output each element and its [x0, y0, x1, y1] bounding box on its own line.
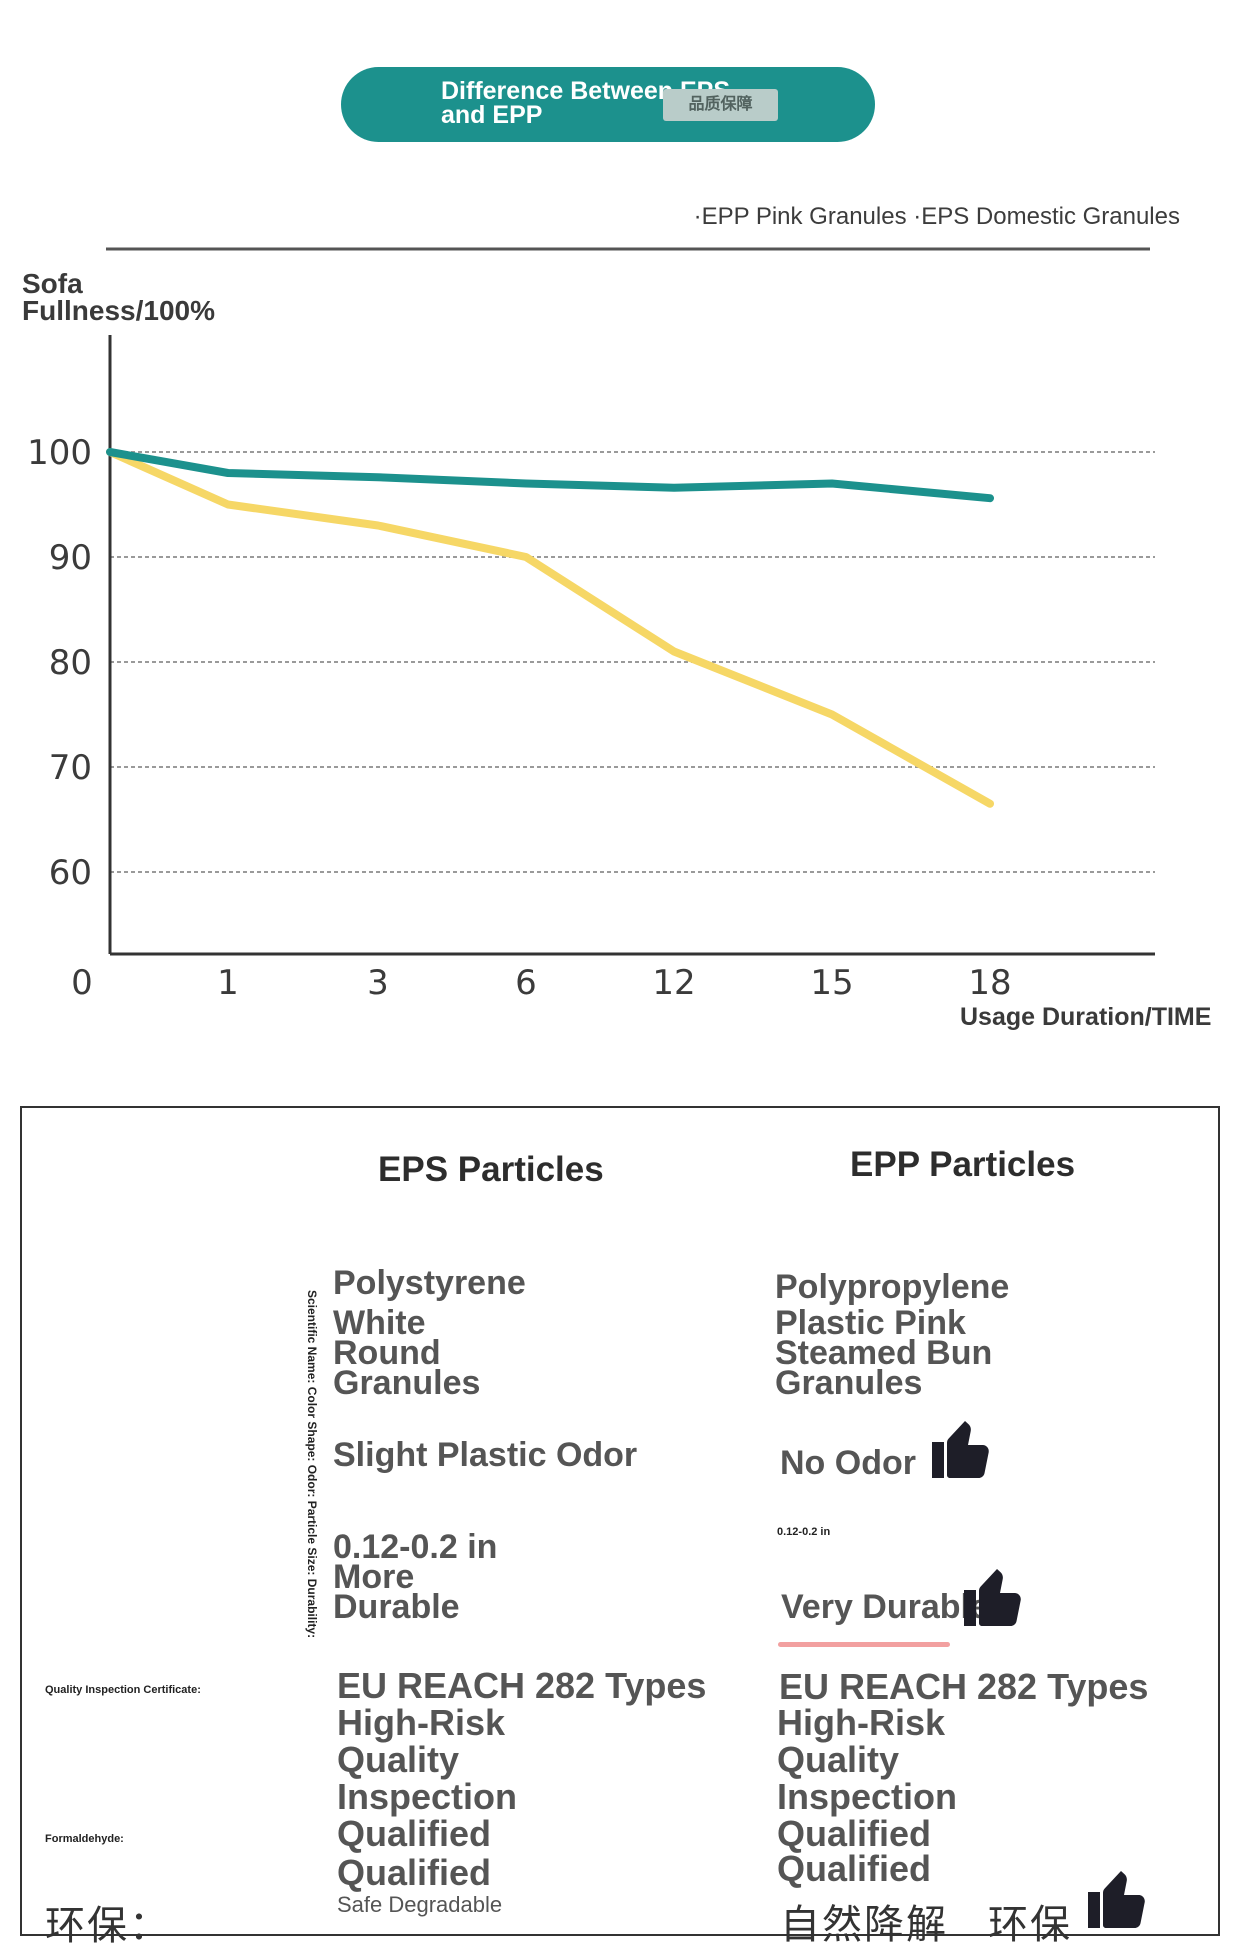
eps-size-durability: 0.12-0.2 in More Durable	[333, 1528, 498, 1626]
thumbs-up-icon	[1082, 1862, 1154, 1939]
x-tick-labels: 0 1 3 6 12 15 18	[71, 963, 1011, 1003]
eps-eco: Safe Degradable	[337, 1892, 503, 1917]
grid-lines	[110, 451, 1155, 873]
x-axis-label: Usage Duration/TIME	[960, 1003, 1212, 1031]
y-tick-labels: 100 90 80 70 60	[27, 433, 92, 893]
series-line	[106, 448, 994, 808]
line-chart: 100 90 80 70 60 0 1 3 6 12 15 18	[27, 247, 1155, 1003]
eps-color-shape: White Round Granules	[333, 1304, 481, 1402]
y-tick-label: 100	[27, 433, 92, 473]
x-tick-label: 3	[367, 963, 389, 1003]
x-tick-label: 12	[652, 963, 695, 1003]
epp-formaldehyde: Qualified	[777, 1848, 932, 1889]
quality-stamp: 品质保障	[663, 89, 778, 121]
epp-quality: EU REACH 282 Types	[779, 1666, 1149, 1707]
epp-eco: 环保	[988, 1903, 1072, 1947]
epp-particle-size: 0.12-0.2 in	[777, 1526, 831, 1538]
eps-quality-detail: High-Risk Quality Inspection Qualified	[337, 1702, 518, 1854]
eps-column-header: EPS Particles	[378, 1150, 604, 1189]
y-tick-label: 80	[49, 643, 92, 683]
y-tick-label: 70	[49, 748, 92, 788]
y-axis-label: Sofa Fullness/100%	[22, 268, 215, 326]
title-banner: Difference Between EPS and EPP 品质保障	[341, 67, 875, 142]
formaldehyde-row-label: Formaldehyde:	[45, 1833, 124, 1845]
x-tick-label: 6	[515, 963, 537, 1003]
highlight-underline	[778, 1642, 950, 1647]
thumbs-up-icon	[926, 1412, 998, 1489]
eco-row-label: 环保：	[45, 1904, 171, 1948]
axes	[108, 335, 1155, 956]
x-tick-label: 1	[217, 963, 239, 1003]
thumbs-up-icon	[958, 1560, 1030, 1637]
eps-quality: EU REACH 282 Types	[337, 1665, 707, 1706]
epp-color-shape: Plastic Pink Steamed Bun Granules	[775, 1304, 993, 1402]
epp-scientific-name: Polypropylene	[775, 1268, 1010, 1306]
epp-quality-detail: High-Risk Quality Inspection Qualified	[777, 1702, 958, 1854]
x-tick-label: 0	[71, 963, 93, 1003]
series-lines	[106, 448, 994, 808]
series-line	[106, 448, 994, 503]
eps-formaldehyde: Qualified	[337, 1852, 492, 1893]
x-tick-label: 18	[968, 963, 1011, 1003]
eps-odor: Slight Plastic Odor	[333, 1436, 638, 1474]
y-tick-label: 60	[49, 853, 92, 893]
x-tick-label: 15	[810, 963, 853, 1003]
row-labels-vertical: Scientific Name: Color Shape: Odor: Part…	[305, 1290, 319, 1639]
quality-row-label: Quality Inspection Certificate:	[45, 1684, 201, 1696]
chart-legend: ·EPP Pink Granules ·EPS Domestic Granule…	[693, 203, 1180, 230]
y-tick-label: 90	[49, 538, 92, 578]
comparison-table	[20, 1106, 1220, 1936]
epp-odor: No Odor	[780, 1444, 916, 1482]
eps-scientific-name: Polystyrene	[333, 1264, 526, 1302]
epp-eco-degradable: 自然降解	[780, 1903, 948, 1947]
epp-column-header: EPP Particles	[850, 1145, 1076, 1184]
epp-durability: Very Durable	[781, 1588, 989, 1626]
